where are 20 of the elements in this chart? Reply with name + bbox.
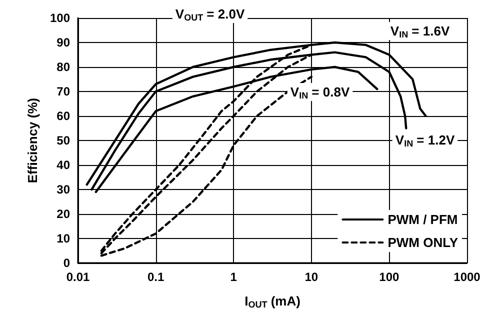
y-tick-label: 100 <box>50 11 70 25</box>
y-tick-label: 40 <box>56 158 70 172</box>
y-tick-label: 10 <box>56 232 70 246</box>
legend-label: PWM ONLY <box>388 235 458 250</box>
x-tick-label: 1 <box>230 270 238 284</box>
y-tick-label: 30 <box>56 182 70 196</box>
x-tick-label: 100 <box>379 270 400 284</box>
x-tick-label: 10 <box>304 270 318 284</box>
y-tick-label: 0 <box>63 256 70 270</box>
y-tick-label: 70 <box>56 84 70 98</box>
y-tick-label: 60 <box>56 109 70 123</box>
y-tick-label: 20 <box>56 207 70 221</box>
legend-label: PWM / PFM <box>388 212 458 227</box>
x-tick-label: 0.01 <box>66 270 90 284</box>
y-tick-label: 90 <box>56 36 70 50</box>
x-tick-label: 0.1 <box>147 270 164 284</box>
y-axis-title: Efficiency (%) <box>25 98 40 184</box>
y-tick-label: 50 <box>56 134 70 148</box>
x-tick-label: 1000 <box>454 270 481 284</box>
y-tick-label: 80 <box>56 60 70 74</box>
